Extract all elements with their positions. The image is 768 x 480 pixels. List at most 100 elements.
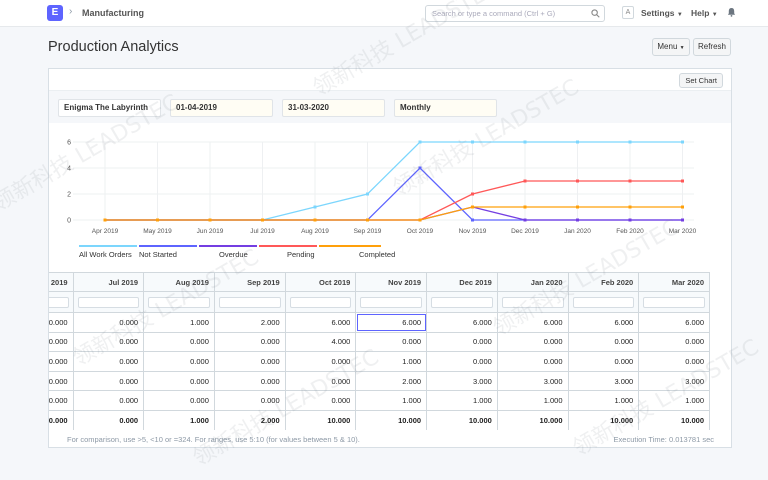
column-header[interactable]: Jul 2019 [72,272,145,292]
column-header[interactable]: Aug 2019 [143,272,215,292]
legend-label-completed[interactable]: Completed [359,250,396,259]
column-filter-input[interactable] [643,296,705,308]
column-header[interactable]: Jun 2019 [49,272,74,292]
column-filter-input[interactable] [148,296,210,308]
data-point-completed[interactable] [313,218,317,222]
table-cell[interactable]: 0.000 [72,390,145,411]
table-cell[interactable]: 6.000 [284,312,357,333]
table-cell[interactable]: 1.000 [355,390,428,411]
column-header[interactable]: Dec 2019 [426,272,498,292]
table-cell[interactable]: 1.000 [143,312,215,333]
data-point-all-work-orders[interactable] [313,205,317,209]
data-point-not-started[interactable] [471,218,474,222]
table-cell[interactable]: 0.000 [284,351,357,372]
table-cell[interactable]: 0.000 [143,390,215,411]
data-point-all-work-orders[interactable] [628,140,632,144]
column-header[interactable]: Nov 2019 [355,272,428,292]
table-cell[interactable]: 0.000 [72,351,145,372]
table-cell[interactable]: 3.000 [426,370,498,392]
column-filter-input[interactable] [218,296,281,308]
table-cell[interactable]: 0.000 [496,331,569,353]
table-cell[interactable]: 6.000 [355,312,428,333]
table-cell[interactable]: 0.000 [213,351,286,372]
column-filter-input[interactable] [77,296,140,308]
data-point-overdue[interactable] [576,218,579,222]
column-filter-input[interactable] [360,296,423,308]
table-cell[interactable]: 0.000 [49,390,74,411]
table-cell[interactable]: 0.000 [49,331,74,353]
table-cell[interactable]: 2.000 [213,312,286,333]
bell-icon[interactable] [727,7,736,17]
refresh-button[interactable]: Refresh [693,38,731,56]
data-point-pending[interactable] [471,192,474,196]
avatar[interactable]: A [622,6,634,19]
data-point-completed[interactable] [523,205,527,209]
data-point-overdue[interactable] [523,218,527,222]
table-cell[interactable]: 0.000 [426,331,498,353]
table-cell[interactable]: 6.000 [426,312,498,333]
data-point-completed[interactable] [576,205,579,209]
table-cell[interactable]: 1.000 [567,390,640,411]
table-cell[interactable]: 0.000 [638,351,710,372]
table-cell[interactable]: 3.000 [567,370,640,392]
data-point-overdue[interactable] [681,218,684,222]
data-point-completed[interactable] [261,218,264,222]
table-cell[interactable]: 6.000 [567,312,640,333]
table-cell[interactable]: 0.000 [567,331,640,353]
table-cell[interactable]: 1.000 [355,351,428,372]
data-point-pending[interactable] [523,179,527,183]
menu-button[interactable]: Menu ▼ [652,38,690,56]
table-cell[interactable]: 0.000 [143,370,215,392]
table-cell[interactable]: 0.000 [143,331,215,353]
data-point-completed[interactable] [103,218,107,222]
data-point-completed[interactable] [628,205,632,209]
table-cell[interactable]: 0.000 [496,351,569,372]
data-point-all-work-orders[interactable] [576,140,579,144]
table-cell[interactable]: 3.000 [638,370,710,392]
table-cell[interactable]: 0.000 [72,370,145,392]
table-cell[interactable]: 6.000 [638,312,710,333]
table-cell[interactable]: 0.000 [72,312,145,333]
table-cell[interactable]: 1.000 [426,390,498,411]
data-point-completed[interactable] [418,218,422,222]
table-cell[interactable]: 0.000 [49,351,74,372]
data-point-completed[interactable] [681,205,684,209]
table-cell[interactable]: 0.000 [49,312,74,333]
range-filter[interactable]: Monthly [394,99,497,117]
table-cell[interactable]: 0.000 [638,331,710,353]
table-cell[interactable]: 0.000 [284,390,357,411]
table-cell[interactable]: 0.000 [426,351,498,372]
table-cell[interactable]: 0.000 [284,370,357,392]
from-date-filter[interactable]: 01-04-2019 [170,99,273,117]
search-input[interactable]: Search or type a command (Ctrl + G) [425,5,605,22]
column-filter-input[interactable] [289,296,352,308]
table-cell[interactable]: 2.000 [355,370,428,392]
data-point-all-work-orders[interactable] [523,140,527,144]
data-point-not-started[interactable] [418,166,422,170]
data-point-completed[interactable] [366,218,369,222]
legend-label-not-started[interactable]: Not Started [139,250,177,259]
table-cell[interactable]: 0.000 [355,331,428,353]
data-point-pending[interactable] [576,179,579,183]
column-header[interactable]: Oct 2019 [284,272,357,292]
data-point-all-work-orders[interactable] [366,192,369,196]
data-point-completed[interactable] [208,218,212,222]
legend-label-overdue[interactable]: Overdue [219,250,248,259]
column-filter-input[interactable] [49,296,69,308]
data-point-all-work-orders[interactable] [471,140,474,144]
table-cell[interactable]: 1.000 [496,390,569,411]
table-cell[interactable]: 0.000 [143,351,215,372]
table-cell[interactable]: 0.000 [49,370,74,392]
set-chart-button[interactable]: Set Chart [679,73,723,88]
data-point-all-work-orders[interactable] [418,140,422,144]
data-point-pending[interactable] [681,179,684,183]
column-filter-input[interactable] [431,296,493,308]
column-filter-input[interactable] [572,296,635,308]
company-filter[interactable]: Enigma The Labyrinth [58,99,161,117]
to-date-filter[interactable]: 31-03-2020 [282,99,385,117]
table-cell[interactable]: 3.000 [496,370,569,392]
table-cell[interactable]: 0.000 [213,331,286,353]
app-logo[interactable]: E [47,5,63,21]
legend-label-pending[interactable]: Pending [287,250,315,259]
table-cell[interactable]: 0.000 [213,390,286,411]
